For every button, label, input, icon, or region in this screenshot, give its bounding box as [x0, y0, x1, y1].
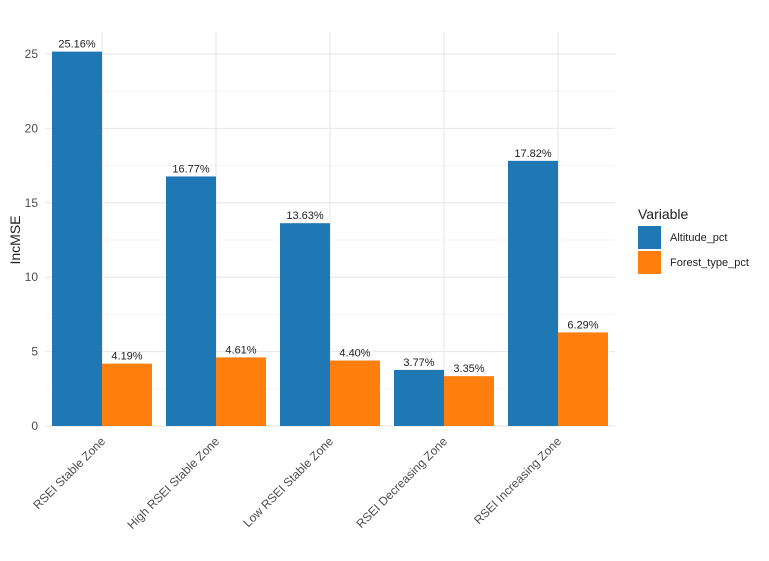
data-label: 3.35%	[453, 363, 484, 375]
data-labels: 25.16% 4.19% 16.77% 4.61% 13.63% 4.40% 3.77% 3.…	[58, 39, 598, 376]
data-label: 6.29%	[567, 319, 598, 331]
legend: Variable Altitude_pct Forest_type_pct	[638, 206, 749, 274]
data-label: 17.82%	[514, 148, 552, 160]
legend-key-altitude-pct	[638, 226, 661, 249]
bar-altitude-pct	[52, 51, 102, 426]
x-tick-label: Low RSEI Stable Zone	[240, 434, 336, 530]
data-label: 25.16%	[58, 39, 96, 51]
bar-forest-type-pct	[444, 376, 494, 426]
data-label: 13.63%	[286, 210, 324, 222]
bar-altitude-pct	[280, 223, 330, 426]
legend-key-forest-type-pct	[638, 251, 661, 274]
x-tick-label: High RSEI Stable Zone	[124, 434, 222, 532]
data-label: 3.77%	[403, 357, 434, 369]
x-axis-ticks: RSEI Stable Zone High RSEI Stable Zone Low…	[30, 434, 564, 532]
y-tick-label: 5	[31, 345, 38, 359]
y-tick-label: 20	[25, 121, 39, 135]
y-tick-label: 25	[25, 47, 39, 61]
bar-altitude-pct	[394, 369, 444, 426]
y-tick-label: 0	[31, 419, 38, 433]
data-label: 4.61%	[225, 344, 256, 356]
legend-label: Forest_type_pct	[670, 257, 749, 269]
y-tick-label: 15	[25, 196, 39, 210]
x-tick-label: RSEI Stable Zone	[30, 434, 108, 512]
bars	[52, 51, 608, 427]
data-label: 16.77%	[172, 163, 210, 175]
bar-forest-type-pct	[558, 332, 608, 426]
bar-forest-type-pct	[216, 357, 266, 426]
y-axis-label: IncMSE	[7, 215, 23, 264]
bar-altitude-pct	[166, 176, 216, 426]
y-axis-ticks: 0 5 10 15 20 25	[25, 47, 39, 433]
x-tick-label: RSEI Decreasing Zone	[353, 434, 450, 531]
legend-label: Altitude_pct	[670, 232, 727, 244]
legend-title: Variable	[638, 206, 689, 222]
bar-forest-type-pct	[330, 360, 380, 426]
y-tick-label: 10	[25, 270, 39, 284]
bar-altitude-pct	[508, 160, 558, 427]
data-label: 4.19%	[111, 351, 142, 363]
data-label: 4.40%	[339, 348, 370, 360]
x-tick-label: RSEI Increasing Zone	[471, 434, 564, 527]
bar-forest-type-pct	[102, 363, 152, 426]
